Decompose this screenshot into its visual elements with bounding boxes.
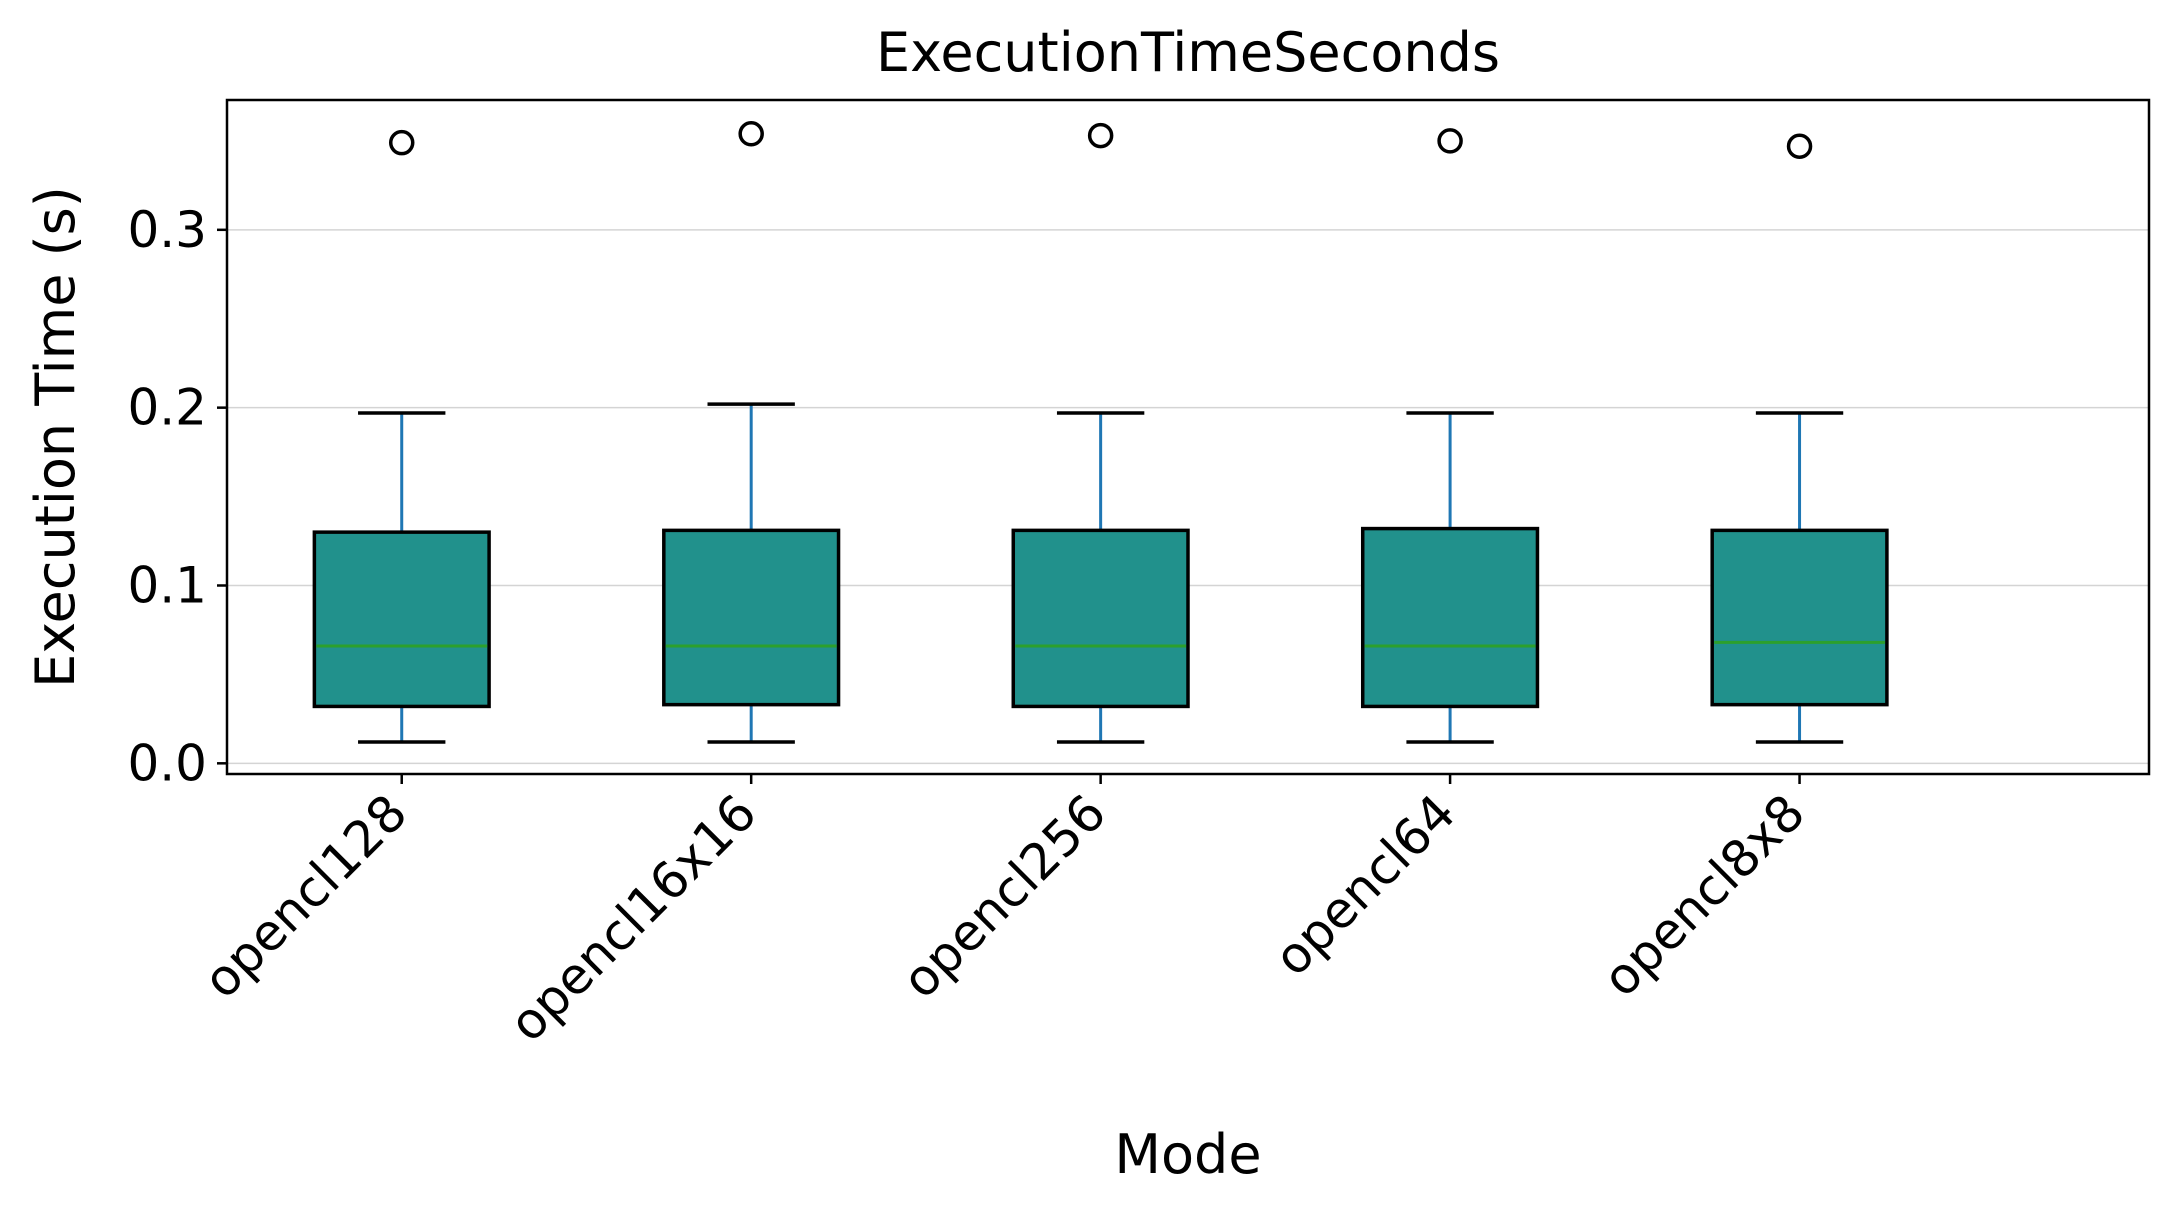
outlier-point [388, 129, 415, 156]
outlier-point [1437, 128, 1463, 154]
x-tick-label: opencl64 [1263, 783, 1467, 987]
y-tick-label: 0.0 [127, 734, 207, 792]
box-group-opencl256 [1011, 122, 1190, 744]
box-group-opencl128 [312, 129, 491, 744]
outlier-point [1087, 122, 1114, 149]
x-tick-label: opencl16x16 [498, 783, 767, 1052]
box-group-opencl16x16 [662, 121, 841, 744]
x-tick-label: opencl8x8 [1592, 783, 1816, 1007]
iqr-box [1011, 528, 1190, 709]
chart-title: ExecutionTimeSeconds [876, 21, 1500, 84]
y-tick-label: 0.2 [127, 379, 207, 437]
iqr-box [312, 530, 491, 709]
box-plots [312, 121, 1889, 744]
y-tick-label: 0.3 [127, 201, 207, 259]
iqr-box [662, 528, 841, 707]
box-group-opencl64 [1360, 128, 1540, 744]
outlier-point [738, 121, 764, 147]
x-axis-label: Mode [1114, 1123, 1261, 1186]
x-tick-label: opencl256 [891, 783, 1117, 1009]
y-tick-label: 0.1 [127, 556, 207, 614]
y-axis-label: Execution Time (s) [24, 186, 87, 688]
box-group-opencl8x8 [1710, 133, 1889, 744]
outlier-point [1786, 133, 1813, 159]
x-tick-label: opencl128 [192, 783, 418, 1009]
iqr-box [1710, 528, 1889, 707]
y-axis: 0.0 0.1 0.2 0.3 [127, 201, 227, 792]
x-axis: opencl128 opencl16x16 opencl256 opencl64 ope… [192, 774, 1816, 1053]
plot-frame [225, 98, 2151, 776]
iqr-box [1360, 526, 1540, 709]
